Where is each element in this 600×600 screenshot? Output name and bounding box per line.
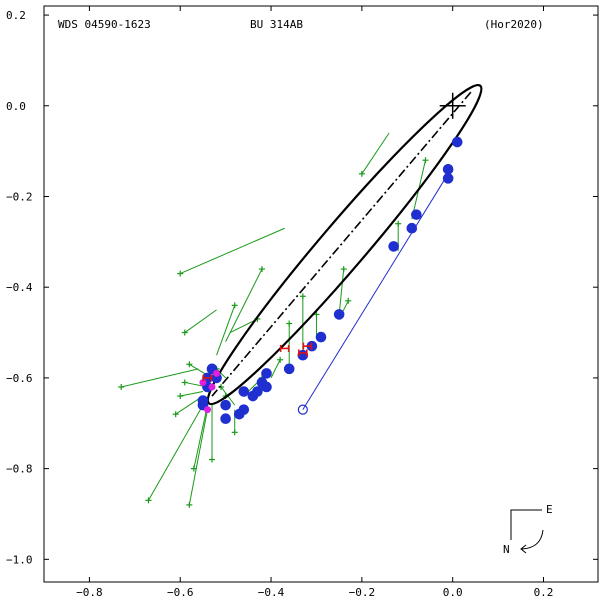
green-residual-line-22 [361, 132, 390, 175]
compass: E N [503, 503, 553, 556]
x-axis: −0.8 −0.6 −0.4 −0.2 0.0 0.2 [76, 6, 553, 599]
blue-point-18 [233, 408, 245, 420]
red-point-1 [298, 349, 308, 357]
green-point-4 [186, 501, 193, 508]
blue-point-13 [256, 377, 268, 388]
green-residual-line-5 [193, 405, 208, 469]
compass-direction-arrow [521, 529, 544, 550]
x-tick-label-0: −0.8 [76, 586, 103, 599]
green-residual-line-20 [338, 269, 345, 315]
green-point-15 [231, 429, 238, 436]
blue-point-2 [442, 173, 454, 184]
blue-point-1 [442, 163, 454, 175]
blue-point-7 [315, 331, 327, 343]
blue-point-15 [247, 390, 259, 402]
green-point-6 [209, 456, 216, 463]
green-point-12 [258, 266, 265, 273]
green-residual-line-12 [225, 268, 263, 342]
blue-point-16 [238, 386, 250, 397]
blue-point-6 [333, 309, 345, 320]
plot-frame [43, 5, 599, 583]
blue-point-0 [451, 136, 463, 148]
magenta-point-0 [213, 369, 221, 377]
green-residual-line-16 [270, 359, 281, 379]
primary-star-cross [439, 92, 466, 119]
blue-open-point [297, 404, 308, 415]
blue-point-4 [406, 222, 418, 234]
blue-point-19 [220, 399, 231, 411]
green-point-21 [345, 297, 352, 304]
red-point-0 [279, 344, 290, 352]
blue-observations [197, 136, 463, 425]
green-residual-line-0 [180, 227, 285, 275]
green-residual-line-4 [188, 409, 208, 505]
green-residual-line-1 [184, 309, 217, 333]
green-residual-line-3 [148, 404, 204, 501]
red-point-2 [302, 342, 313, 350]
green-point-18 [299, 293, 306, 300]
x-tick-label-5: 0.2 [534, 586, 554, 599]
magenta-point-1 [208, 383, 216, 391]
blue-residual-line-0 [302, 173, 449, 410]
green-point-16 [277, 356, 284, 363]
green-residual-line-13 [229, 318, 258, 333]
blue-point-10 [283, 363, 295, 375]
blue-point-11 [261, 368, 272, 379]
y-tick-label-1: 0.0 [6, 100, 26, 113]
green-point-0 [177, 270, 184, 277]
green-point-8 [177, 393, 184, 400]
green-point-2 [118, 383, 125, 390]
compass-east-label: E [546, 503, 553, 516]
compass-arm [510, 509, 542, 540]
red-observations [202, 342, 313, 382]
green-residual-line-11 [216, 305, 236, 356]
x-tick-label-3: −0.2 [349, 586, 376, 599]
green-point-5 [190, 465, 197, 472]
blue-point-3 [411, 209, 422, 220]
compass-north-label: N [503, 543, 510, 556]
y-tick-label-5: −0.8 [6, 463, 33, 476]
header-wds-designation: WDS 04590-1623 [58, 18, 151, 31]
blue-residual-lines [302, 173, 449, 410]
header-orbit-reference: (Hor2020) [484, 18, 544, 31]
y-tick-label-2: −0.2 [6, 190, 33, 203]
line-of-nodes [211, 91, 472, 397]
green-residual-line-8 [180, 391, 204, 397]
green-point-9 [181, 379, 188, 386]
green-point-11 [231, 302, 238, 309]
header-system-name: BU 314AB [250, 18, 303, 31]
green-point-23 [395, 220, 402, 227]
green-point-1 [181, 329, 188, 336]
y-tick-label-3: −0.4 [6, 281, 33, 294]
blue-point-5 [388, 241, 399, 252]
blue-point-20 [220, 413, 231, 425]
green-point-3 [145, 497, 152, 504]
y-axis: 0.2 0.0 −0.2 −0.4 −0.6 −0.8 −1.0 [6, 9, 598, 566]
x-tick-label-4: 0.0 [443, 586, 463, 599]
orbit-ellipse [206, 83, 483, 406]
magenta-point-2 [203, 406, 211, 414]
red-point-3 [202, 374, 213, 382]
y-tick-label-0: 0.2 [6, 9, 26, 22]
compass-arrowhead [520, 544, 527, 554]
green-residual-line-2 [121, 368, 199, 388]
magenta-observations [199, 369, 221, 414]
y-tick-label-6: −1.0 [6, 553, 33, 566]
green-point-20 [340, 266, 347, 273]
green-point-7 [172, 411, 179, 418]
green-point-22 [358, 170, 365, 177]
green-point-10 [186, 361, 193, 368]
green-point-24 [422, 157, 429, 164]
x-tick-label-2: −0.4 [258, 586, 285, 599]
magenta-point-3 [199, 378, 207, 386]
green-point-17 [286, 320, 293, 327]
y-tick-label-4: −0.6 [6, 372, 33, 385]
x-tick-label-1: −0.6 [167, 586, 194, 599]
